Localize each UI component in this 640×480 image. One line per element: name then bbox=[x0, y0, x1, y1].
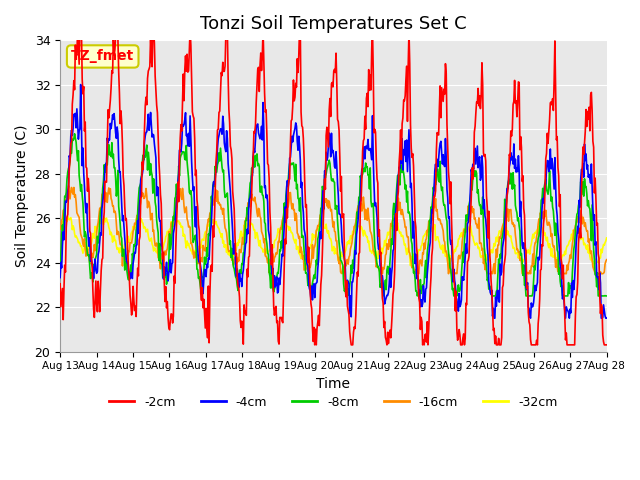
Text: TZ_fmet: TZ_fmet bbox=[71, 49, 134, 63]
Y-axis label: Soil Temperature (C): Soil Temperature (C) bbox=[15, 125, 29, 267]
Legend: -2cm, -4cm, -8cm, -16cm, -32cm: -2cm, -4cm, -8cm, -16cm, -32cm bbox=[104, 391, 563, 414]
X-axis label: Time: Time bbox=[316, 377, 350, 391]
Title: Tonzi Soil Temperatures Set C: Tonzi Soil Temperatures Set C bbox=[200, 15, 467, 33]
